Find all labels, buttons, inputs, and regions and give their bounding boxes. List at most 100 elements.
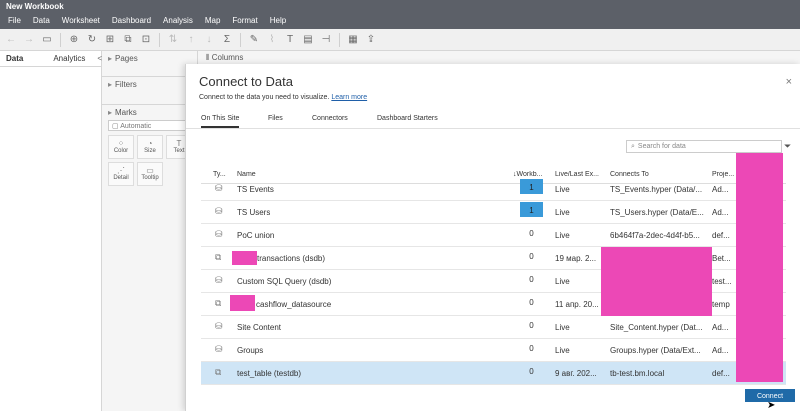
dialog-tabs: On This Site Files Connectors Dashboard … (186, 113, 800, 129)
table-row[interactable]: ⛁ TS Events 1 Live TS_Events.hyper (Data… (201, 178, 786, 201)
columns-icon: ⦀ (206, 53, 210, 62)
group-icon[interactable]: ⌇ (269, 34, 275, 45)
redaction-box (601, 247, 712, 316)
color-button[interactable]: ⁘ Color (108, 135, 134, 159)
toolbar-divider (240, 32, 241, 47)
menu-data[interactable]: Data (32, 16, 50, 25)
chevron-down-icon: ▸ (108, 54, 113, 63)
save-icon[interactable]: ▭ (42, 34, 52, 45)
present-icon[interactable]: ⇪ (366, 34, 376, 45)
table-row[interactable]: ⛁ Site Content 0 Live Site_Content.hyper… (201, 316, 786, 339)
undo-icon[interactable]: ← (6, 34, 16, 45)
table-row[interactable]: ⛁ TS Users 1 Live TS_Users.hyper (Data/E… (201, 201, 786, 224)
database-icon: ⛁ (215, 229, 223, 239)
redaction-box (232, 251, 257, 265)
database-icon: ⛁ (215, 344, 223, 354)
col-connects-to[interactable]: Connects To (610, 171, 649, 178)
clear-sheet-icon[interactable]: ⊡ (141, 34, 151, 45)
menu-format[interactable]: Format (232, 16, 258, 25)
detail-icon: ⋰ (117, 166, 125, 175)
connect-button[interactable]: Connect (745, 389, 795, 402)
published-datasource-icon: ⧉ (215, 298, 222, 308)
datasource-list: ⛁ TS Events 1 Live TS_Events.hyper (Data… (201, 178, 786, 385)
published-datasource-icon: ⧉ (215, 367, 222, 377)
chevron-down-icon: ▸ (108, 108, 113, 117)
database-icon: ⛁ (215, 206, 223, 216)
labels-icon[interactable]: T (286, 34, 294, 45)
totals-icon[interactable]: Σ (223, 34, 231, 45)
col-project[interactable]: Proje... (712, 171, 735, 178)
table-row-selected[interactable]: ⧉ test_table (testdb) 0 9 авг. 202... tb… (201, 362, 786, 385)
columns-shelf[interactable]: ⦀ Columns (200, 51, 800, 65)
color-icon: ⁘ (117, 139, 125, 148)
dialog-subtitle: Connect to the data you need to visualiz… (199, 94, 368, 101)
table-row[interactable]: ⛁ PoC union 0 Live 6b464f7a-2dec-4d4f-b5… (201, 224, 786, 247)
menu-worksheet[interactable]: Worksheet (61, 16, 100, 25)
table-row[interactable]: ⛁ Groups 0 Live Groups.hyper (Data/Ext..… (201, 339, 786, 362)
database-icon: ⛁ (215, 183, 223, 193)
sort-desc-icon[interactable]: ↓ (206, 34, 212, 45)
search-icon: ⌕ (631, 142, 635, 150)
toolbar-divider (60, 32, 61, 47)
col-workbooks[interactable]: ↓Workb... (513, 171, 543, 178)
swap-icon[interactable]: ⇅ (168, 34, 178, 45)
tab-on-this-site[interactable]: On This Site (201, 115, 240, 128)
tooltip-button[interactable]: ▭ Tooltip (137, 162, 163, 186)
tooltip-icon: ▭ (146, 166, 154, 175)
menu-analysis[interactable]: Analysis (163, 16, 193, 25)
database-icon: ⛁ (215, 275, 223, 285)
size-button[interactable]: ◔ Size (137, 135, 163, 159)
sort-asc-icon[interactable]: ↑ (188, 34, 194, 45)
redo-icon[interactable]: → (24, 34, 34, 45)
menu-dashboard[interactable]: Dashboard (111, 16, 152, 25)
tab-files[interactable]: Files (268, 115, 283, 122)
dialog-title: Connect to Data (199, 74, 293, 89)
table-row[interactable]: ⛁ Custom SQL Query (dsdb) 0 Live test... (201, 270, 786, 293)
tab-dashboard-starters[interactable]: Dashboard Starters (377, 115, 438, 122)
search-input[interactable]: ⌕ Search for data (626, 140, 782, 153)
menu-file[interactable]: File (8, 16, 21, 25)
data-pane: Data Analytics < (0, 51, 102, 411)
database-icon: ⛁ (215, 321, 223, 331)
table-row[interactable]: ⧉ cashflow_datasource 0 11 апр. 20... te… (201, 293, 786, 316)
menu-bar: File Data Worksheet Dashboard Analysis M… (0, 14, 800, 29)
pages-shelf[interactable]: ▸ Pages (102, 51, 197, 77)
filters-shelf[interactable]: ▸ Filters (102, 77, 197, 105)
filter-icon[interactable]: ⏷ (784, 141, 792, 151)
table-row[interactable]: ⧉ transactions (dsdb) 0 19 мар. 2... Bet… (201, 247, 786, 270)
mark-type-select[interactable]: ▢ Automatic (108, 120, 191, 131)
duplicate-icon[interactable]: ⧉ (124, 34, 132, 45)
tab-connectors[interactable]: Connectors (312, 115, 348, 122)
fit-icon[interactable]: ▤ (303, 34, 313, 45)
published-datasource-icon: ⧉ (215, 252, 222, 262)
collapse-icon[interactable]: < (97, 54, 103, 63)
col-name[interactable]: Name (237, 171, 256, 178)
learn-more-link[interactable]: Learn more (331, 94, 368, 101)
menu-help[interactable]: Help (269, 16, 287, 25)
shelves-pane: ▸ Pages ▸ Filters ▸ Marks ▢ Automatic ⁘ Colo… (102, 51, 198, 411)
detail-button[interactable]: ⋰ Detail (108, 162, 134, 186)
tab-data[interactable]: Data (6, 54, 24, 63)
show-cards-icon[interactable]: ▦ (348, 34, 358, 45)
connect-to-data-dialog: Connect to Data × Connect to the data yo… (185, 64, 800, 411)
pin-icon[interactable]: ⊣ (321, 34, 331, 45)
toolbar: ← → ▭ ⊕ ↻ ⊞ ⧉ ⊡ ⇅ ↑ ↓ Σ ✎ ⌇ T ▤ ⊣ ▦ ⇪ (0, 29, 800, 51)
window-title: New Workbook (0, 0, 800, 14)
menu-map[interactable]: Map (204, 16, 221, 25)
col-live[interactable]: Live/Last Ex... (555, 171, 599, 178)
marks-card: ▸ Marks (108, 108, 137, 117)
text-icon: T (176, 139, 182, 148)
new-datasource-icon[interactable]: ⊕ (69, 34, 79, 45)
redaction-box (230, 295, 255, 311)
col-type[interactable]: Ty... (213, 171, 226, 178)
table-header: Ty... Name ↓Workb... Live/Last Ex... Con… (201, 166, 786, 184)
toolbar-divider (339, 32, 340, 47)
refresh-icon[interactable]: ↻ (87, 34, 97, 45)
mouse-cursor-icon: ➤ (767, 400, 776, 411)
close-icon[interactable]: × (785, 76, 792, 88)
new-worksheet-icon[interactable]: ⊞ (105, 34, 115, 45)
tab-analytics[interactable]: Analytics (53, 54, 86, 63)
chevron-down-icon: ▸ (108, 80, 113, 89)
size-icon: ◔ (147, 139, 153, 148)
highlight-icon[interactable]: ✎ (249, 34, 259, 45)
